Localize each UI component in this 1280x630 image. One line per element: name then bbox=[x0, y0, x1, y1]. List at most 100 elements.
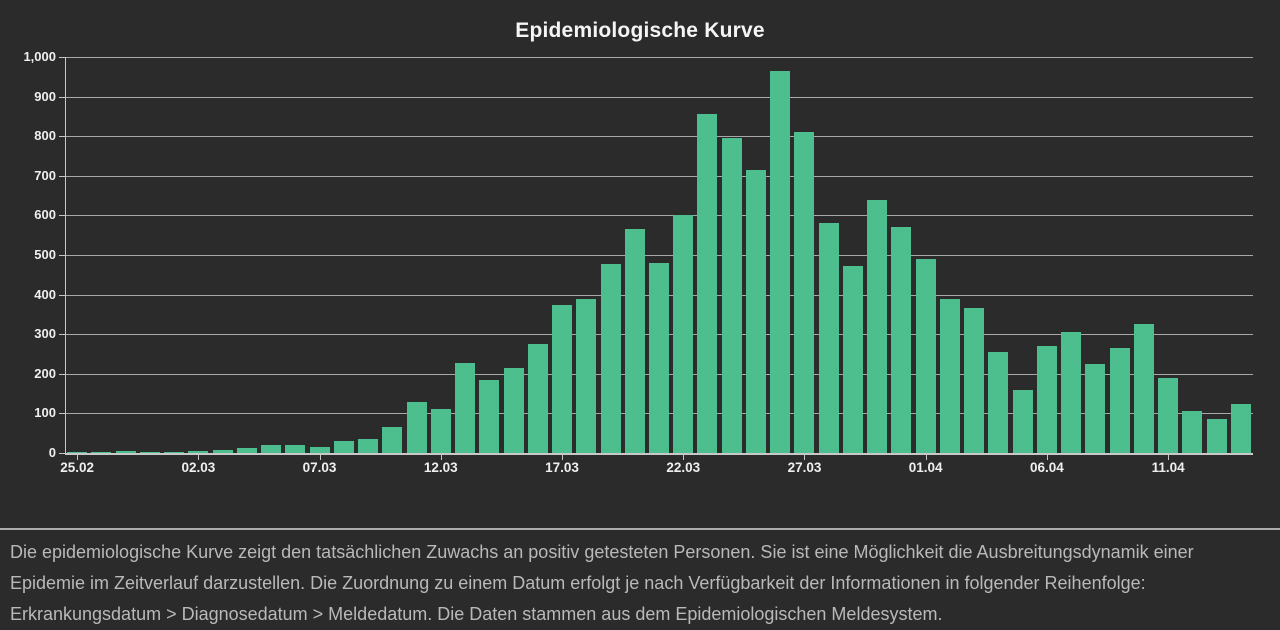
bar[interactable] bbox=[1036, 346, 1057, 453]
gridline bbox=[65, 57, 1253, 58]
bar[interactable] bbox=[91, 451, 112, 453]
bar[interactable] bbox=[552, 304, 573, 453]
bar[interactable] bbox=[67, 451, 88, 453]
y-axis-label: 200 bbox=[34, 365, 56, 381]
bar[interactable] bbox=[818, 223, 839, 453]
y-axis-tick bbox=[59, 334, 65, 336]
epidemic-curve-chart: 0 100 200 300 400 500 600 700 800 900 1,000 25.02 02… bbox=[23, 49, 1253, 475]
bar[interactable] bbox=[309, 446, 330, 453]
bar[interactable] bbox=[527, 344, 548, 453]
bar[interactable] bbox=[236, 448, 257, 453]
bar[interactable] bbox=[697, 114, 718, 453]
bar[interactable] bbox=[939, 298, 960, 453]
y-axis-label: 600 bbox=[34, 207, 56, 223]
bar[interactable] bbox=[1061, 332, 1082, 453]
bar[interactable] bbox=[1206, 419, 1227, 453]
chart-title: Epidemiologische Kurve bbox=[515, 19, 765, 42]
y-axis-tick bbox=[59, 136, 65, 138]
bar[interactable] bbox=[1182, 411, 1203, 453]
x-axis-tick bbox=[319, 455, 321, 460]
bar[interactable] bbox=[164, 451, 185, 453]
bar[interactable] bbox=[600, 263, 621, 453]
x-axis-tick bbox=[440, 455, 442, 460]
bar[interactable] bbox=[430, 409, 451, 453]
y-axis-tick bbox=[59, 294, 65, 296]
y-axis-label: 700 bbox=[34, 167, 56, 183]
bar[interactable] bbox=[139, 451, 160, 453]
bar[interactable] bbox=[1158, 377, 1179, 453]
y-axis-label: 800 bbox=[34, 128, 56, 144]
y-axis-label: 300 bbox=[34, 326, 56, 342]
x-axis-tick bbox=[77, 455, 79, 460]
x-axis-label: 07.03 bbox=[302, 460, 337, 475]
bar[interactable] bbox=[770, 70, 791, 453]
gridline bbox=[65, 255, 1253, 256]
bar[interactable] bbox=[673, 215, 694, 453]
y-axis-label: 500 bbox=[34, 247, 56, 262]
bar[interactable] bbox=[649, 262, 669, 453]
y-axis-tick bbox=[59, 57, 65, 58]
bar[interactable] bbox=[915, 258, 936, 453]
x-axis-label: 22.03 bbox=[666, 460, 701, 475]
bar[interactable] bbox=[1230, 403, 1251, 453]
y-axis-tick bbox=[59, 175, 65, 177]
x-axis-label: 27.03 bbox=[787, 460, 822, 475]
bar[interactable] bbox=[1133, 324, 1154, 453]
x-axis bbox=[65, 453, 1253, 455]
x-axis-tick bbox=[925, 455, 927, 460]
description-line: Erkrankungsdatum > Diagnosedatum > Melde… bbox=[10, 604, 943, 624]
bar[interactable] bbox=[358, 439, 379, 453]
x-axis-label: 02.03 bbox=[181, 460, 216, 475]
bar[interactable] bbox=[745, 169, 766, 453]
bar[interactable] bbox=[115, 451, 136, 453]
bar[interactable] bbox=[261, 445, 282, 453]
bar[interactable] bbox=[382, 427, 403, 453]
x-axis-tick bbox=[198, 455, 200, 460]
gridline bbox=[65, 215, 1253, 217]
bar[interactable] bbox=[1085, 363, 1106, 453]
y-axis-label: 900 bbox=[34, 88, 56, 104]
bar[interactable] bbox=[576, 299, 597, 453]
bar[interactable] bbox=[1012, 389, 1033, 453]
bar[interactable] bbox=[842, 266, 863, 453]
x-axis-label: 12.03 bbox=[423, 460, 458, 475]
x-axis-label: 17.03 bbox=[545, 460, 579, 475]
bar[interactable] bbox=[721, 138, 742, 453]
x-axis-tick bbox=[804, 455, 806, 460]
y-axis-tick bbox=[59, 453, 65, 454]
x-axis-tick bbox=[1046, 455, 1048, 460]
x-axis-tick bbox=[562, 455, 564, 460]
bar[interactable] bbox=[406, 401, 427, 453]
y-axis bbox=[65, 57, 66, 453]
bar[interactable] bbox=[988, 352, 1009, 453]
bar[interactable] bbox=[867, 199, 888, 453]
bar[interactable] bbox=[891, 227, 912, 453]
x-axis-label: 11.04 bbox=[1151, 460, 1185, 475]
section-divider bbox=[0, 528, 1280, 530]
bar[interactable] bbox=[212, 449, 233, 453]
x-axis-label: 06.04 bbox=[1030, 460, 1064, 475]
x-axis-tick bbox=[683, 455, 685, 460]
bar[interactable] bbox=[455, 362, 476, 453]
y-axis-tick bbox=[59, 255, 65, 256]
bar[interactable] bbox=[624, 229, 645, 453]
y-axis-label: 400 bbox=[34, 286, 56, 302]
bar[interactable] bbox=[964, 308, 985, 453]
gridline bbox=[65, 96, 1253, 98]
y-axis-label: 100 bbox=[34, 405, 56, 421]
y-axis-label: 1,000 bbox=[23, 49, 56, 64]
y-axis-tick bbox=[59, 413, 65, 415]
bar[interactable] bbox=[794, 132, 815, 453]
bar[interactable] bbox=[333, 440, 354, 453]
y-axis-label: 0 bbox=[48, 445, 56, 460]
bar[interactable] bbox=[503, 367, 524, 453]
x-axis-label: 01.04 bbox=[908, 460, 943, 475]
y-axis-tick bbox=[59, 215, 65, 217]
bar[interactable] bbox=[285, 444, 306, 453]
bar[interactable] bbox=[479, 379, 500, 453]
gridline bbox=[65, 136, 1253, 138]
x-axis-tick bbox=[1168, 455, 1170, 460]
bar[interactable] bbox=[1109, 348, 1130, 453]
description-line: Epidemie im Zeitverlauf darzustellen. Di… bbox=[10, 573, 1146, 593]
bar[interactable] bbox=[188, 450, 209, 453]
